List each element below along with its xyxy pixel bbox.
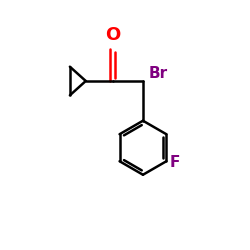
Text: O: O [105, 26, 120, 44]
Text: Br: Br [148, 66, 168, 81]
Text: F: F [170, 155, 180, 170]
